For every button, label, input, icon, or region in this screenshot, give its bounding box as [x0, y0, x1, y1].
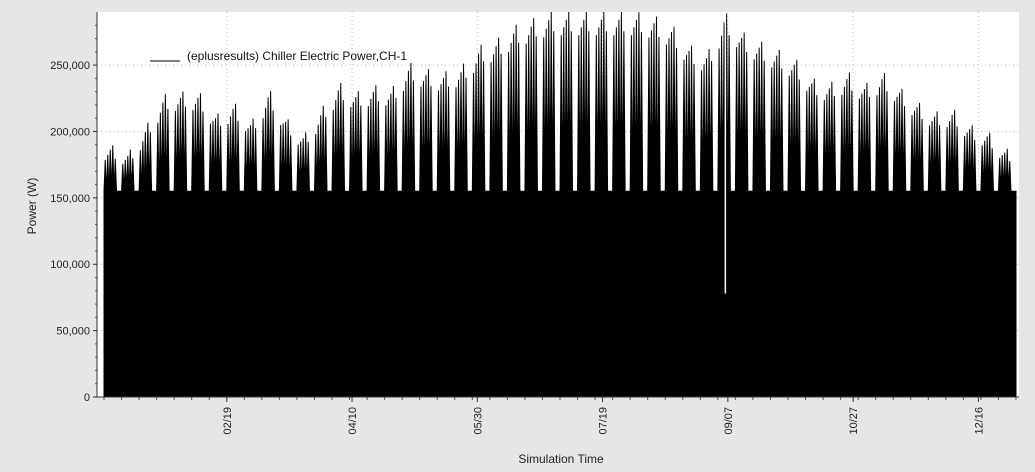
x-tick-label: 07/19 — [598, 407, 610, 435]
y-tick-label: 250,000 — [50, 60, 90, 72]
x-tick-label: 09/07 — [723, 407, 735, 435]
y-tick-label: 150,000 — [50, 193, 90, 205]
x-tick-label: 05/30 — [472, 407, 484, 435]
y-tick-label: 100,000 — [50, 259, 90, 271]
y-tick-label: 0 — [84, 392, 90, 404]
x-tick-label: 12/16 — [973, 407, 985, 435]
x-tick-label: 10/27 — [848, 407, 860, 435]
y-tick-label: 200,000 — [50, 126, 90, 138]
x-tick-label: 04/10 — [347, 407, 359, 435]
legend: (eplusresults) Chiller Electric Power,CH… — [150, 49, 407, 63]
y-tick-label: 50,000 — [56, 326, 90, 338]
legend-label: (eplusresults) Chiller Electric Power,CH… — [187, 49, 407, 63]
y-axis-title: Power (W) — [25, 178, 39, 235]
series-fill — [103, 11, 1017, 398]
x-axis-title: Simulation Time — [518, 452, 604, 466]
x-tick-label: 02/19 — [222, 407, 234, 435]
series-area — [103, 11, 1017, 398]
axes: 0 50,000 100,000 150,000 200,000 250,000 02/19… — [50, 12, 1019, 435]
